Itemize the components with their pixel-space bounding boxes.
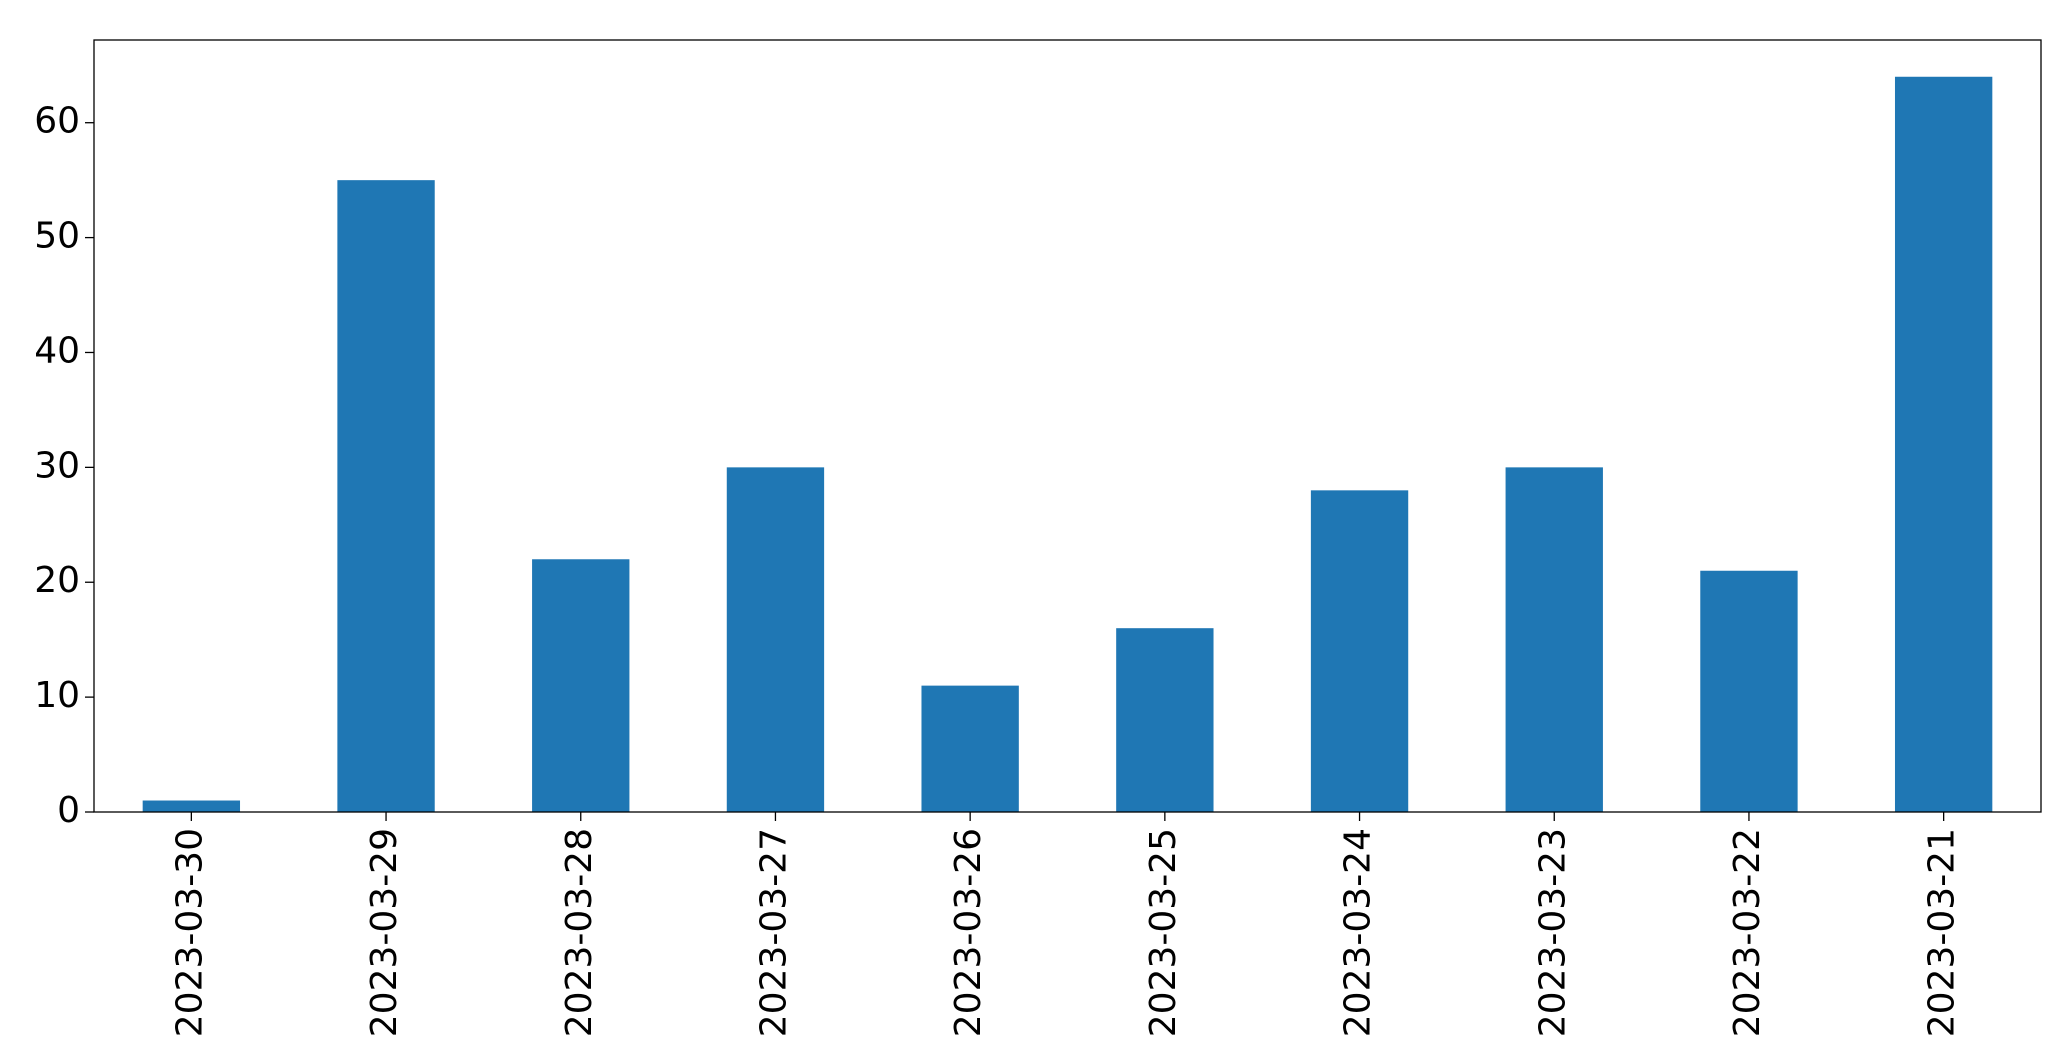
x-tick-label: 2023-03-28 — [559, 828, 600, 1037]
x-tick-label: 2023-03-22 — [1727, 828, 1768, 1037]
bar — [532, 559, 630, 812]
y-tick-label: 0 — [57, 790, 80, 831]
bar — [1894, 76, 1993, 812]
x-tick-label: 2023-03-29 — [364, 828, 405, 1037]
x-tick-label: 2023-03-27 — [753, 828, 794, 1037]
y-tick-label: 60 — [34, 101, 80, 142]
y-tick-label: 50 — [34, 216, 80, 257]
y-tick-label: 40 — [34, 330, 80, 371]
bar — [726, 467, 825, 812]
y-tick-label: 20 — [34, 560, 80, 601]
bar — [1310, 490, 1409, 812]
x-tick-label: 2023-03-25 — [1143, 828, 1184, 1037]
bar — [142, 800, 241, 812]
y-tick-label: 30 — [34, 445, 80, 486]
x-tick-label: 2023-03-24 — [1338, 828, 1379, 1037]
bar — [1116, 628, 1214, 812]
x-tick-label: 2023-03-21 — [1922, 828, 1963, 1037]
y-tick-label: 10 — [34, 675, 80, 716]
x-tick-label: 2023-03-23 — [1532, 828, 1573, 1037]
bar — [1505, 467, 1603, 812]
plot-frame — [93, 39, 2042, 813]
x-tick-label: 2023-03-26 — [948, 828, 989, 1037]
x-tick-label: 2023-03-30 — [169, 828, 210, 1037]
bar — [337, 180, 435, 812]
bar — [1700, 570, 1798, 812]
bar — [921, 685, 1019, 812]
